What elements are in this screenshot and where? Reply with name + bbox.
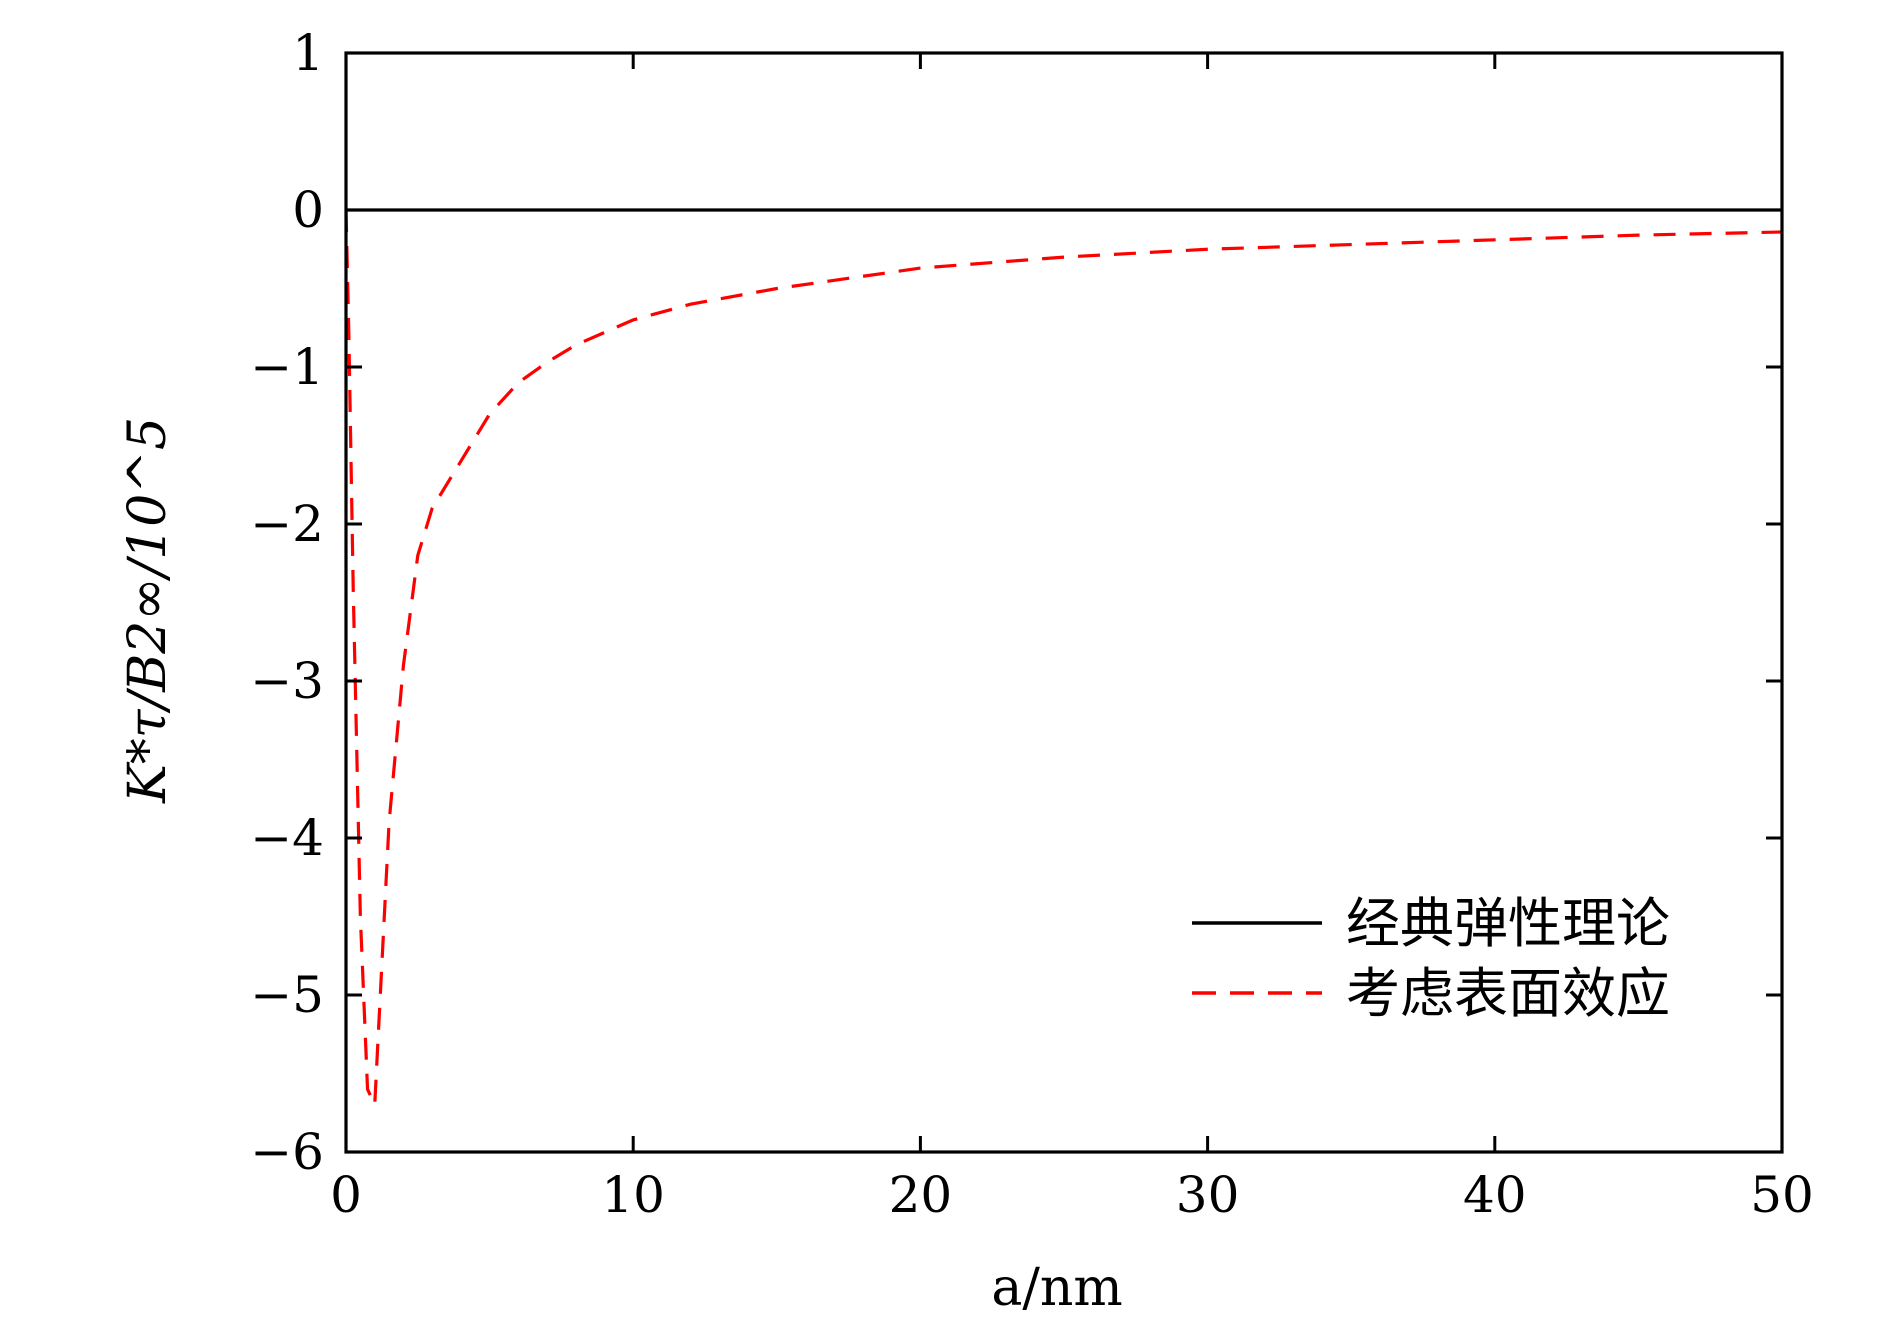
y-tick-label: −1 — [250, 338, 324, 396]
series-line-2 — [346, 209, 1782, 1106]
y-tick-label: −2 — [250, 495, 324, 553]
x-tick-label: 50 — [1750, 1166, 1814, 1224]
x-tick-label: 10 — [601, 1166, 665, 1224]
y-tick-label: −5 — [250, 966, 324, 1024]
plot-frame — [344, 51, 1784, 1154]
x-tick-label: 40 — [1463, 1166, 1527, 1224]
legend-label-1: 经典弹性理论 — [1346, 892, 1670, 955]
y-axis-label: K*τ/B2∞/10^5 — [118, 417, 178, 804]
x-tick-label: 20 — [889, 1166, 953, 1224]
x-tick-label: 0 — [330, 1166, 362, 1224]
legend-label-2: 考虑表面效应 — [1346, 962, 1670, 1025]
y-tick-label: 1 — [292, 24, 324, 82]
y-tick-label: −4 — [250, 809, 324, 867]
y-tick-label: 0 — [292, 181, 324, 239]
y-axis-label-text: K*τ/B2∞/10^5 — [118, 417, 178, 804]
x-axis-label: a/nm — [991, 1258, 1122, 1318]
y-tick-label: −3 — [250, 652, 324, 710]
y-tick-label: −6 — [250, 1123, 324, 1181]
x-tick-label: 30 — [1176, 1166, 1240, 1224]
